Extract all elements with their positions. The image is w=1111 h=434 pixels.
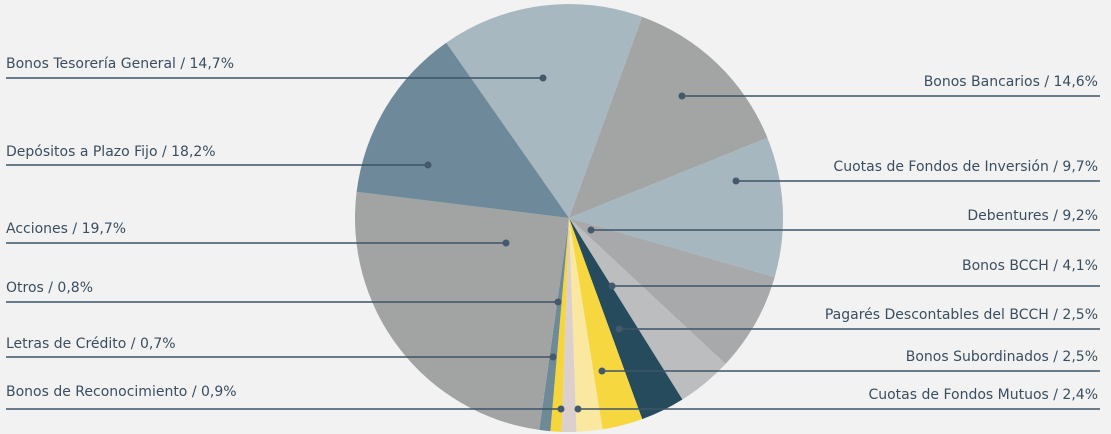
pie-slices — [355, 4, 784, 433]
leader-dot-bonos-subordinados — [598, 367, 606, 375]
leader-dot-bonos-bcch — [608, 282, 616, 290]
slice-label-bonos-bcch: Bonos BCCH / 4,1% — [962, 258, 1098, 274]
leader-dot-otros — [554, 298, 562, 306]
slice-label-bonos-tesoreria-general: Bonos Tesorería General / 14,7% — [6, 56, 234, 72]
pie-slice-bonos-de-reconocimiento — [561, 218, 577, 433]
pie-slice-depositos-a-plazo-fijo — [356, 42, 569, 219]
pie-slice-bonos-tesoreria-general — [446, 4, 643, 218]
slice-label-pagares-descontables-del-bcch: Pagarés Descontables del BCCH / 2,5% — [825, 307, 1098, 323]
slice-label-bonos-subordinados: Bonos Subordinados / 2,5% — [906, 349, 1098, 365]
leader-dot-debentures — [587, 226, 595, 234]
slice-label-bonos-de-reconocimiento: Bonos de Reconocimiento / 0,9% — [6, 384, 237, 400]
leader-lines — [6, 74, 1100, 413]
leader-dot-depositos-a-plazo-fijo — [424, 161, 432, 169]
pie-slice-pagares-descontables-del-bcch — [569, 218, 726, 400]
slice-label-otros: Otros / 0,8% — [6, 280, 93, 296]
pie-slice-cuotas-de-fondos-mutuos — [569, 218, 643, 430]
slice-labels: Bonos Tesorería General / 14,7% Bonos Ban… — [6, 56, 1098, 403]
pie-slice-debentures — [569, 218, 603, 432]
leader-dot-pagares-descontables-del-bcch — [615, 325, 623, 333]
leader-dot-letras-de-credito — [549, 353, 557, 361]
pie-slice-cuotas-de-fondos-de-inversion — [569, 137, 784, 277]
pie-slice-acciones — [355, 191, 569, 430]
pie-slice-bonos-bancarios — [569, 16, 768, 218]
leader-dot-bonos-bancarios — [678, 92, 686, 100]
slice-label-cuotas-de-fondos-mutuos: Cuotas de Fondos Mutuos / 2,4% — [868, 387, 1098, 403]
pie-slice-bonos-bcch — [569, 218, 775, 364]
leader-dot-cuotas-de-fondos-mutuos — [574, 405, 582, 413]
pie-slice-otros — [539, 218, 569, 432]
slice-label-letras-de-credito: Letras de Crédito / 0,7% — [6, 336, 176, 352]
slice-label-depositos-a-plazo-fijo: Depósitos a Plazo Fijo / 18,2% — [6, 144, 216, 160]
leader-dot-bonos-de-reconocimiento — [557, 405, 565, 413]
slice-label-bonos-bancarios: Bonos Bancarios / 14,6% — [924, 74, 1098, 90]
slice-label-cuotas-de-fondos-de-inversion: Cuotas de Fondos de Inversión / 9,7% — [833, 159, 1098, 175]
leader-dot-cuotas-de-fondos-de-inversion — [732, 177, 740, 185]
pie-slice-letras-de-credito — [550, 218, 569, 432]
slice-label-debentures: Debentures / 9,2% — [967, 208, 1098, 224]
slice-label-acciones: Acciones / 19,7% — [6, 221, 126, 237]
leader-dot-bonos-tesoreria-general — [539, 74, 547, 82]
leader-dot-acciones — [502, 239, 510, 247]
pie-slice-bonos-subordinados — [569, 218, 683, 420]
